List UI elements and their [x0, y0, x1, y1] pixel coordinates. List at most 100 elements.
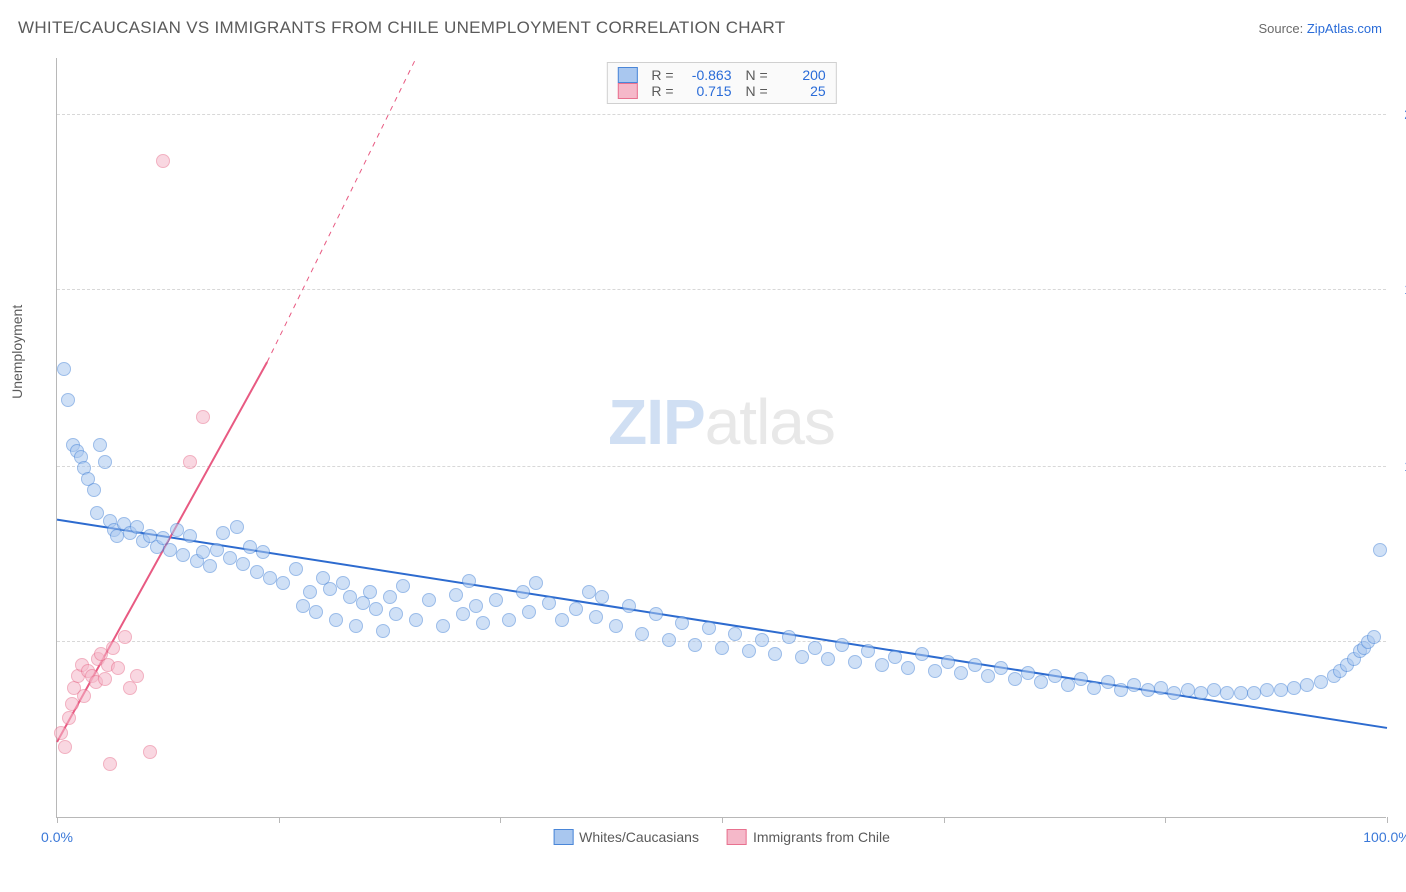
data-point [1101, 675, 1115, 689]
data-point [589, 610, 603, 624]
data-point [522, 605, 536, 619]
x-tick [57, 817, 58, 823]
y-axis-label: Unemployment [9, 304, 25, 398]
series-legend: Whites/CaucasiansImmigrants from Chile [553, 829, 890, 845]
data-point [782, 630, 796, 644]
data-point [90, 506, 104, 520]
data-point [1074, 672, 1088, 686]
data-point [1181, 683, 1195, 697]
data-point [376, 624, 390, 638]
data-point [309, 605, 323, 619]
data-point [103, 757, 117, 771]
data-point [1008, 672, 1022, 686]
data-point [622, 599, 636, 613]
legend-swatch [617, 67, 637, 83]
data-point [609, 619, 623, 633]
x-tick [279, 817, 280, 823]
data-point [808, 641, 822, 655]
data-point [835, 638, 849, 652]
x-tick [500, 817, 501, 823]
data-point [130, 520, 144, 534]
data-point [422, 593, 436, 607]
legend-swatch [617, 83, 637, 99]
x-tick [1165, 817, 1166, 823]
data-point [143, 745, 157, 759]
data-point [98, 672, 112, 686]
data-point [1274, 683, 1288, 697]
data-point [1260, 683, 1274, 697]
data-point [595, 590, 609, 604]
data-point [755, 633, 769, 647]
data-point [1300, 678, 1314, 692]
stat-r-value: 0.715 [682, 83, 732, 99]
data-point [1234, 686, 1248, 700]
data-point [742, 644, 756, 658]
data-point [349, 619, 363, 633]
data-point [61, 393, 75, 407]
source-prefix: Source: [1258, 21, 1306, 36]
data-point [1021, 666, 1035, 680]
data-point [363, 585, 377, 599]
stat-n-label: N = [746, 67, 768, 83]
data-point [243, 540, 257, 554]
data-point [728, 627, 742, 641]
x-tick [722, 817, 723, 823]
x-tick [944, 817, 945, 823]
data-point [888, 650, 902, 664]
data-point [582, 585, 596, 599]
data-point [87, 483, 101, 497]
data-point [54, 726, 68, 740]
stat-n-value: 25 [776, 83, 826, 99]
data-point [954, 666, 968, 680]
y-tick-label: 12.5% [1394, 458, 1406, 474]
stats-legend-row: R =-0.863N =200 [617, 67, 825, 83]
data-point [336, 576, 350, 590]
data-point [276, 576, 290, 590]
chart-title: WHITE/CAUCASIAN VS IMMIGRANTS FROM CHILE… [18, 18, 785, 38]
data-point [449, 588, 463, 602]
data-point [409, 613, 423, 627]
data-point [542, 596, 556, 610]
data-point [462, 574, 476, 588]
data-point [1087, 681, 1101, 695]
data-point [389, 607, 403, 621]
data-point [1048, 669, 1062, 683]
data-point [1167, 686, 1181, 700]
data-point [569, 602, 583, 616]
data-point [649, 607, 663, 621]
source-attribution: Source: ZipAtlas.com [1258, 21, 1382, 36]
data-point [821, 652, 835, 666]
data-point [163, 543, 177, 557]
data-point [98, 455, 112, 469]
data-point [183, 455, 197, 469]
chart-plot-area: ZIPatlas Unemployment 6.3%12.5%18.8%25.0… [56, 58, 1386, 818]
data-point [529, 576, 543, 590]
data-point [1114, 683, 1128, 697]
data-point [343, 590, 357, 604]
data-point [323, 582, 337, 596]
data-point [848, 655, 862, 669]
x-tick-label-left: 0.0% [41, 829, 73, 845]
data-point [1141, 683, 1155, 697]
data-point [981, 669, 995, 683]
data-point [1034, 675, 1048, 689]
source-link[interactable]: ZipAtlas.com [1307, 21, 1382, 36]
data-point [875, 658, 889, 672]
data-point [210, 543, 224, 557]
data-point [1194, 686, 1208, 700]
data-point [203, 559, 217, 573]
data-point [236, 557, 250, 571]
data-point [901, 661, 915, 675]
data-point [396, 579, 410, 593]
data-point [1373, 543, 1387, 557]
data-point [118, 630, 132, 644]
data-point [1154, 681, 1168, 695]
data-point [250, 565, 264, 579]
data-point [263, 571, 277, 585]
data-point [476, 616, 490, 630]
data-point [688, 638, 702, 652]
data-point [516, 585, 530, 599]
data-point [303, 585, 317, 599]
data-point [941, 655, 955, 669]
data-point [58, 740, 72, 754]
